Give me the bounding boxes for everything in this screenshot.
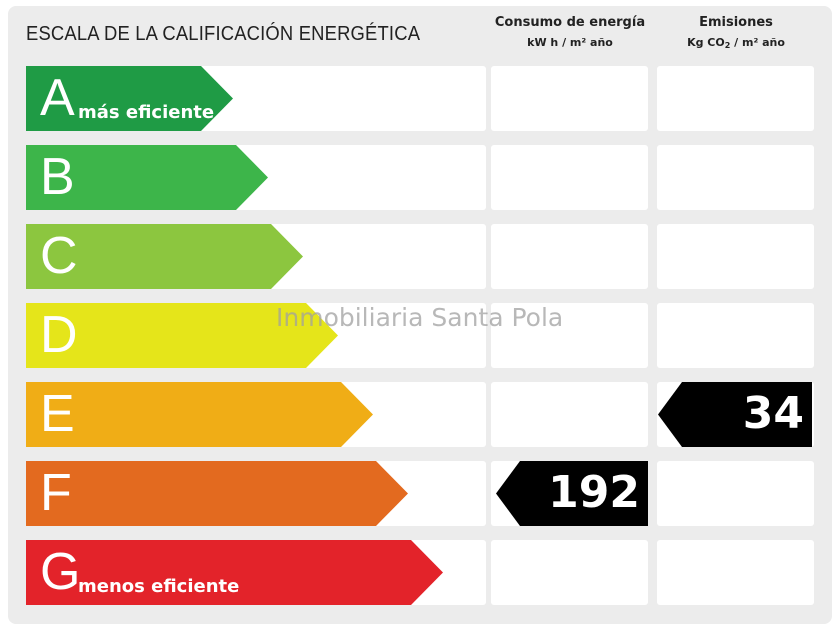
rating-letter: C [40,227,78,285]
rating-letter: D [40,306,78,364]
rating-letter: B [40,148,75,206]
rating-arrow-b: B [26,145,268,210]
emissions-unit: Kg CO2 / m² año [687,36,785,50]
rating-letter: F [40,464,72,522]
consumption-cell [491,66,648,131]
consumption-cell [491,303,648,368]
scale-title: ESCALA DE LA CALIFICACIÓN ENERGÉTICA [26,23,421,45]
rating-arrow-d: D [26,303,338,368]
consumption-cell [491,382,648,447]
emissions-cell [657,66,814,131]
emissions-column-header: Emisiones Kg CO2 / m² año [656,15,816,50]
emissions-title: Emisiones [699,15,773,30]
rating-arrow-c: C [26,224,303,289]
emissions-cell [657,224,814,289]
rating-letter: E [40,385,75,443]
consumption-column-header: Consumo de energía kW h / m² año [490,15,650,49]
consumption-value: 192 [548,467,640,518]
consumption-unit: kW h / m² año [527,36,613,49]
rating-arrow-e: E [26,382,373,447]
rating-arrow-f: F [26,461,408,526]
emissions-marker: 34 [658,382,812,447]
rating-label: más eficiente [78,102,215,123]
emissions-value: 34 [742,388,804,439]
emissions-cell [657,145,814,210]
rating-letter: A [40,69,75,127]
consumption-cell [491,145,648,210]
emissions-cell [657,461,814,526]
consumption-cell [491,540,648,605]
consumption-cell [491,224,648,289]
watermark-text: Inmobiliaria Santa Pola [276,303,564,332]
consumption-marker: 192 [496,461,648,526]
consumption-title: Consumo de energía [494,15,646,30]
rating-letter: G [40,543,81,601]
emissions-cell [657,540,814,605]
rating-label: menos eficiente [78,576,240,597]
emissions-cell [657,303,814,368]
